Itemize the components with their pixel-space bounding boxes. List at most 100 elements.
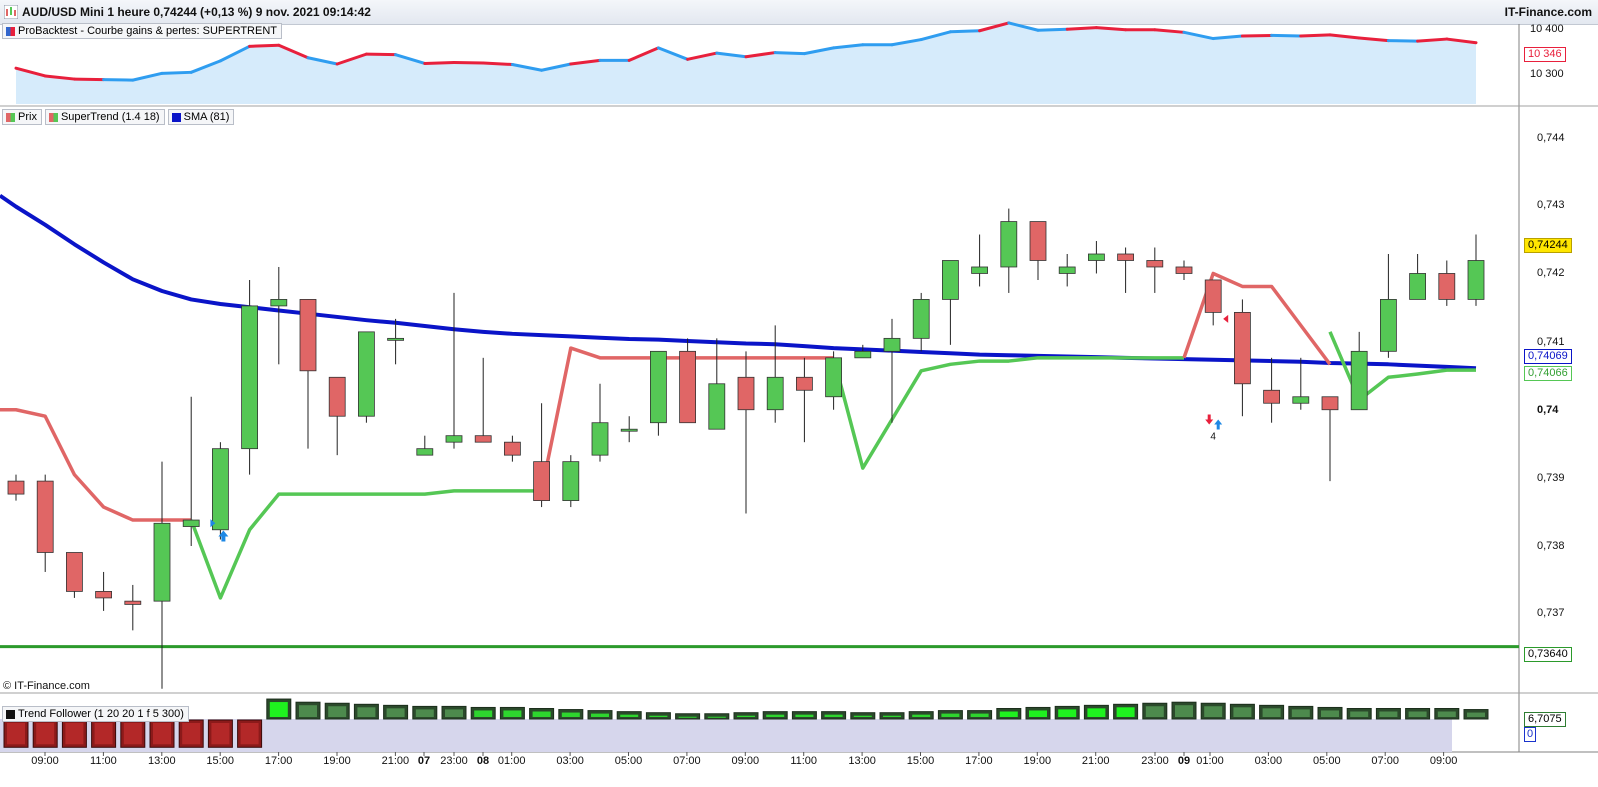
- trend-bar-bull-inner: [1175, 705, 1193, 717]
- equity-legend-chip[interactable]: ProBacktest - Courbe gains & pertes: SUP…: [2, 23, 283, 39]
- candle-body: [533, 461, 550, 501]
- candle-body: [1292, 396, 1310, 404]
- equity-segment: [569, 58, 602, 66]
- signal-count-label: 4: [1210, 431, 1216, 442]
- trend-bar-bull-inner: [766, 714, 785, 717]
- candle-body: [503, 441, 521, 456]
- trend-bar-bear-inner: [211, 723, 230, 745]
- time-label: 15:00: [206, 755, 234, 767]
- equity-segment: [1065, 26, 1098, 31]
- legend-prix-label: Prix: [18, 111, 37, 123]
- time-label: 11:00: [790, 755, 818, 767]
- equity-segment: [481, 61, 514, 67]
- equity-segment: [773, 51, 806, 56]
- equity-legend: ProBacktest - Courbe gains & pertes: SUP…: [2, 23, 283, 39]
- supertrend-value-tag: 0,74066: [1524, 366, 1572, 381]
- equity-segment: [1299, 33, 1332, 38]
- time-label: 03:00: [1254, 755, 1283, 767]
- equity-segment: [919, 30, 952, 42]
- trend-bar-bear-inner: [7, 723, 25, 745]
- buy-arrow-icon: [218, 530, 229, 542]
- sma-value-tag: 0,74069: [1524, 349, 1572, 364]
- trend-bar-bull-inner: [1029, 710, 1047, 717]
- trend-bar-bull-inner: [883, 715, 901, 717]
- price-axis-0737: 0,737: [1537, 607, 1565, 619]
- chart-app-icon: [4, 5, 18, 19]
- time-label: 13:00: [148, 755, 176, 767]
- equity-segment: [1007, 21, 1040, 32]
- candle-body: [620, 428, 638, 432]
- legend-sma[interactable]: SMA (81): [167, 109, 235, 125]
- candle-body: [591, 422, 609, 456]
- equity-segment: [1445, 37, 1478, 45]
- trend-legend-chip[interactable]: Trend Follower (1 20 20 1 f 5 300): [2, 706, 189, 722]
- time-label: 07:00: [673, 755, 701, 767]
- equity-segment: [890, 38, 923, 47]
- equity-area: [16, 22, 1476, 105]
- candle-body: [474, 435, 492, 443]
- time-label: 03:00: [556, 755, 584, 767]
- time-label: 09:00: [31, 755, 59, 767]
- candle-body: [66, 552, 83, 592]
- trend-bar-bull-inner: [1350, 711, 1369, 717]
- trend-bar-bear-inner: [240, 723, 259, 745]
- trend-bar-bull-inner: [1145, 706, 1164, 717]
- equity-segment: [1182, 30, 1215, 41]
- exit-marker-icon: [1223, 314, 1229, 323]
- trend-bar-bull-inner: [795, 714, 814, 717]
- trend-bar-bull-inner: [561, 712, 580, 717]
- time-label: 08: [476, 755, 490, 767]
- price-axis-0739: 0,739: [1537, 472, 1565, 484]
- price-axis-0743: 0,743: [1537, 199, 1565, 211]
- trend-bar-bull-inner: [1204, 706, 1223, 717]
- trend-bar-bull-inner: [1321, 710, 1339, 717]
- time-label: 15:00: [906, 755, 935, 767]
- trend-bar-bear-inner: [153, 723, 171, 745]
- trend-bar-bull: [704, 713, 730, 720]
- trend-bar-bull-inner: [328, 706, 347, 717]
- hline-value-tag: 0,73640: [1524, 647, 1572, 662]
- candle-body: [1321, 396, 1339, 411]
- time-label: 17:00: [264, 755, 293, 767]
- trend-bar-bull-inner: [415, 709, 434, 717]
- trend-bar-bear-inner: [36, 723, 55, 745]
- time-label: 19:00: [1023, 755, 1052, 767]
- candle-body: [1467, 260, 1485, 300]
- trend-bar-bull-inner: [1087, 708, 1106, 717]
- equity-segment: [1211, 34, 1244, 41]
- candle-body: [124, 600, 142, 605]
- candle-body: [1409, 273, 1426, 300]
- candle-body: [1000, 221, 1018, 268]
- candle-body: [270, 299, 288, 307]
- price-axis-0742: 0,742: [1537, 267, 1565, 279]
- time-label: 09: [1177, 755, 1191, 767]
- time-label: 21:00: [1081, 755, 1110, 767]
- equity-axis-10300: 10 300: [1530, 68, 1564, 80]
- equity-segment: [452, 60, 485, 65]
- trend-bar-bull-inner: [970, 713, 989, 717]
- candle-body: [1175, 266, 1193, 274]
- trend-bar-bear-inner: [123, 723, 142, 745]
- supertrend-swatch-icon: [48, 112, 58, 122]
- equity-segment: [43, 74, 76, 81]
- legend-supertrend-label: SuperTrend (1.4 18): [60, 111, 160, 123]
- equity-segment: [1328, 33, 1361, 40]
- candle-body: [7, 480, 25, 495]
- time-label: 07:00: [1371, 755, 1399, 767]
- candle-body: [357, 331, 375, 417]
- equity-segment: [1240, 33, 1274, 38]
- price-axis-074: 0,74: [1537, 404, 1559, 416]
- legend-supertrend[interactable]: SuperTrend (1.4 18): [44, 109, 165, 125]
- last-price-tag: 0,74244: [1524, 238, 1572, 253]
- candle-body: [153, 522, 171, 602]
- trend-bar-bull-inner: [1262, 708, 1281, 717]
- price-axis-0741: 0,741: [1537, 336, 1565, 348]
- candle-body: [854, 350, 872, 359]
- equity-segment: [423, 60, 456, 65]
- candle-body: [36, 480, 54, 553]
- trend-bar-bull-inner: [474, 710, 493, 717]
- trend-bar-bull-inner: [357, 707, 376, 717]
- legend-prix[interactable]: Prix: [2, 109, 42, 125]
- equity-segment: [1270, 33, 1303, 38]
